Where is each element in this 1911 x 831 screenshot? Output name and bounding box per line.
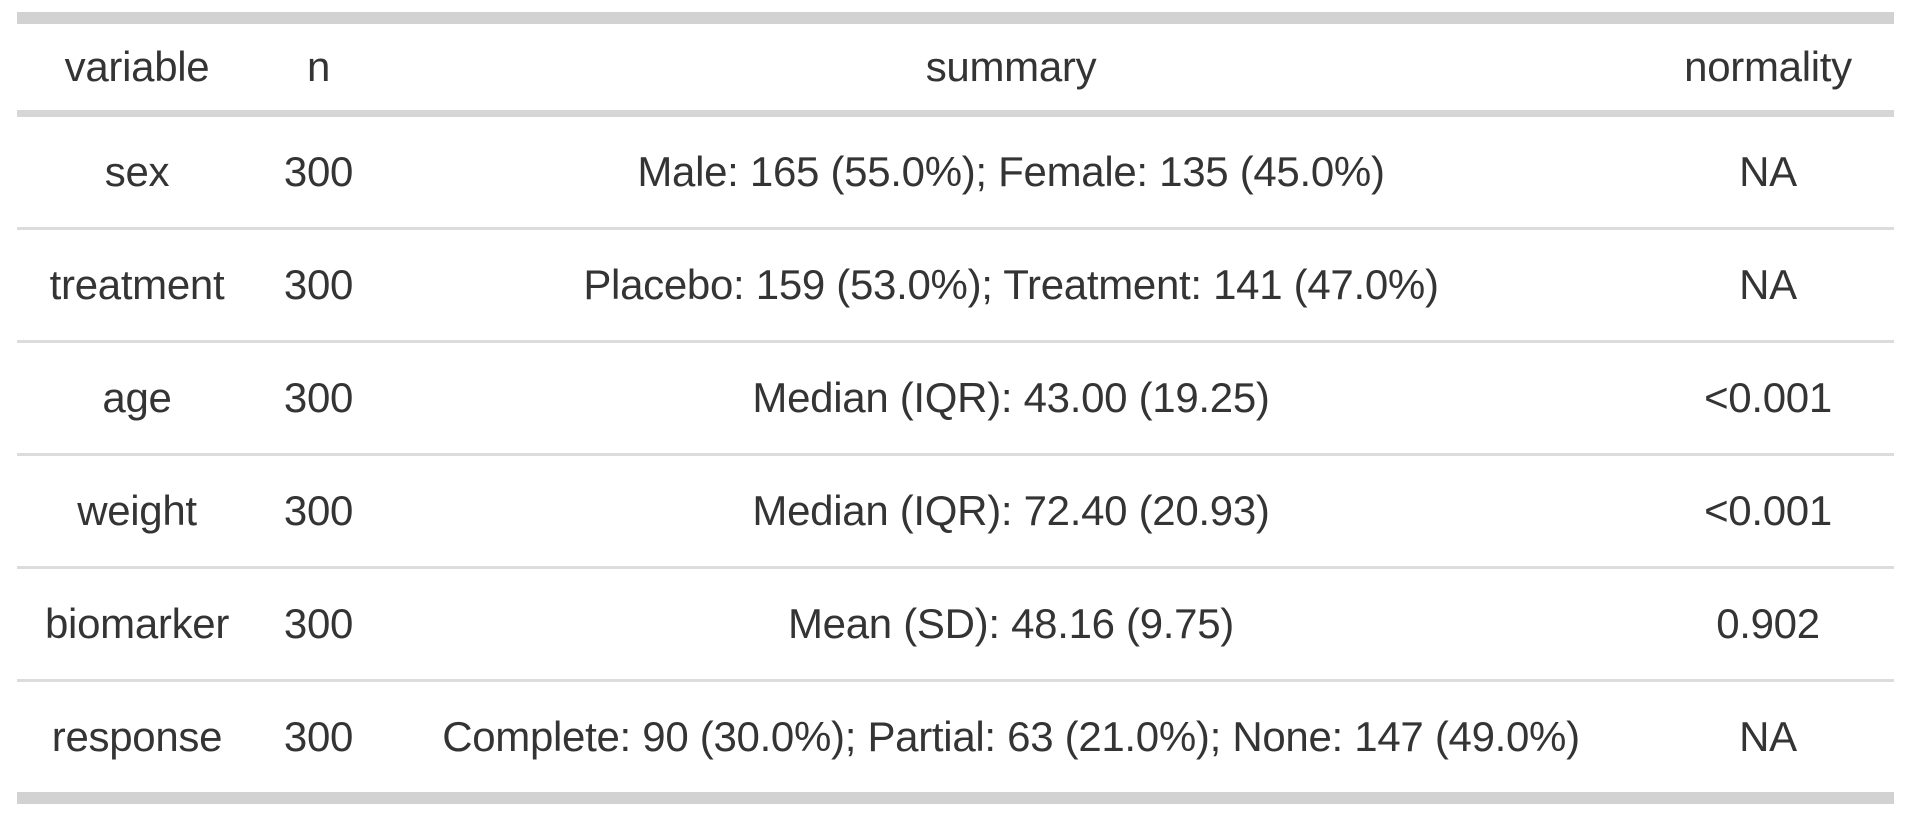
column-header-n: n (257, 18, 380, 117)
header-row: variable n summary normality (17, 18, 1894, 117)
table-row: treatment 300 Placebo: 159 (53.0%); Trea… (17, 228, 1894, 343)
viewer-page: variable n summary normality sex 300 Mal… (0, 12, 1911, 831)
cell-n: 300 (257, 228, 380, 343)
cell-n: 300 (257, 341, 380, 456)
table-row: response 300 Complete: 90 (30.0%); Parti… (17, 681, 1894, 799)
column-header-variable: variable (17, 18, 257, 117)
table-row: biomarker 300 Mean (SD): 48.16 (9.75) 0.… (17, 567, 1894, 682)
cell-normality: NA (1642, 113, 1894, 230)
cell-normality: <0.001 (1642, 454, 1894, 569)
cell-variable: biomarker (17, 567, 257, 682)
cell-normality: NA (1739, 712, 1797, 760)
cell-n: 300 (283, 712, 354, 760)
cell-summary: Median (IQR): 72.40 (20.93) (380, 454, 1642, 569)
cell-variable: sex (17, 113, 257, 230)
cell-variable: age (17, 341, 257, 456)
cell-normality: 0.902 (1642, 567, 1894, 682)
table-row: age 300 Median (IQR): 43.00 (19.25) <0.0… (17, 341, 1894, 456)
summary-table: variable n summary normality sex 300 Mal… (17, 12, 1894, 804)
cell-summary: Mean (SD): 48.16 (9.75) (380, 567, 1642, 682)
cell-summary: Median (IQR): 43.00 (19.25) (380, 341, 1642, 456)
cell-n: 300 (257, 454, 380, 569)
cell-summary: Male: 165 (55.0%); Female: 135 (45.0%) (380, 113, 1642, 230)
table-row: sex 300 Male: 165 (55.0%); Female: 135 (… (17, 113, 1894, 230)
cell-variable: response (51, 712, 223, 760)
table-row: weight 300 Median (IQR): 72.40 (20.93) <… (17, 454, 1894, 569)
cell-summary: Placebo: 159 (53.0%); Treatment: 141 (47… (380, 228, 1642, 343)
column-header-summary: summary (380, 18, 1642, 117)
cell-normality: NA (1642, 228, 1894, 343)
cell-summary: Complete: 90 (30.0%); Partial: 63 (21.0%… (442, 712, 1580, 760)
cell-variable: weight (17, 454, 257, 569)
column-header-normality: normality (1642, 18, 1894, 117)
cell-n: 300 (257, 567, 380, 682)
cell-normality: <0.001 (1642, 341, 1894, 456)
cell-n: 300 (257, 113, 380, 230)
cell-variable: treatment (17, 228, 257, 343)
